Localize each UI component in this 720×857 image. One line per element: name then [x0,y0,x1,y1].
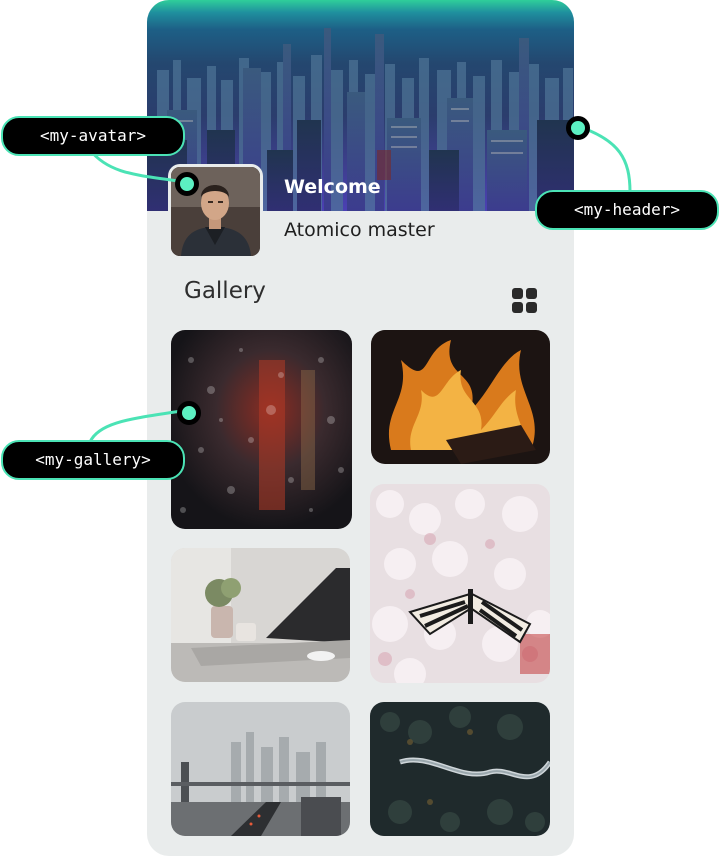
gallery-photo-butterfly[interactable] [370,484,550,683]
laptop-image [171,548,350,682]
gallery-photo-rain[interactable] [171,330,352,529]
rain-drops-image [171,330,352,529]
gallery-title: Gallery [184,278,266,304]
foggy-city-image [171,702,350,836]
gallery-photo-laptop[interactable] [171,548,350,682]
aerial-forest-image [370,702,550,836]
header-marker-dot [566,116,590,140]
fire-image [371,330,550,464]
gallery-component-tag: <my-gallery> [1,440,185,480]
header-component-tag: <my-header> [535,190,719,230]
grid-icon[interactable] [512,288,538,314]
gallery-photo-fire[interactable] [371,330,550,464]
butterfly-image [370,484,550,683]
gallery-photo-city[interactable] [171,702,350,836]
gallery-marker-dot [177,401,201,425]
welcome-text: Welcome [284,176,381,198]
avatar-component-tag: <my-avatar> [1,116,185,156]
app-screen: Welcome Atomico master Gallery [147,0,574,856]
header-banner [147,0,574,211]
avatar-marker-dot [175,172,199,196]
user-name: Atomico master [284,219,435,241]
gallery-photo-forest[interactable] [370,702,550,836]
